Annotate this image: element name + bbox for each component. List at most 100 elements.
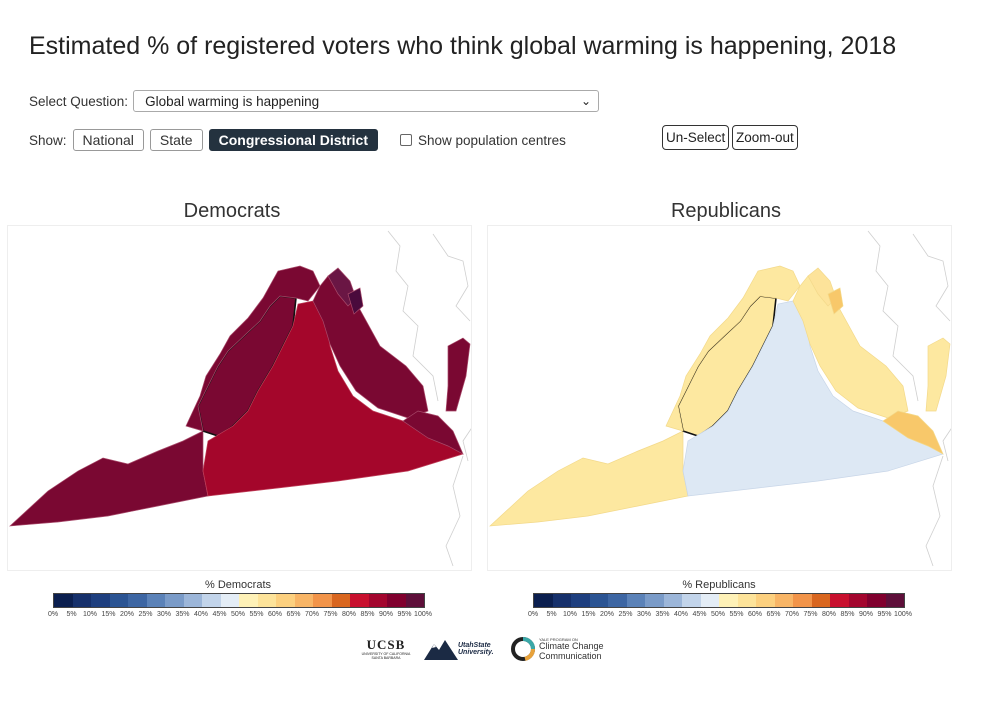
legend-tick-label: 20% [599, 611, 615, 618]
legend-swatch [589, 594, 608, 607]
legend-tick-label: 10% [562, 611, 578, 618]
legend-tick-label: 75% [803, 611, 818, 618]
question-select[interactable]: Global warming is happening ⌄ [133, 90, 600, 112]
legend-tick-label: 55% [249, 611, 264, 618]
legend-tick-label: 50% [710, 611, 726, 618]
legend-tick-label: 80% [341, 611, 357, 618]
legend-swatch [885, 594, 904, 607]
map-coastline-lines [867, 230, 951, 567]
legend-tick-label: 40% [193, 611, 209, 618]
legend-tick-label: 55% [729, 611, 744, 618]
democrats-map[interactable] [7, 225, 472, 571]
district-dc-area[interactable] [347, 287, 364, 315]
map-coastline-lines [387, 230, 471, 567]
unselect-button[interactable]: Un-Select [662, 125, 730, 150]
republicans-title: Republicans [670, 200, 782, 222]
legend-swatch [54, 594, 73, 607]
legend-swatch [165, 594, 184, 607]
population-centres-checkbox[interactable] [399, 134, 412, 146]
legend-swatch [737, 594, 756, 607]
district-hampton[interactable] [882, 410, 944, 455]
legend-tick-label: 90% [858, 611, 874, 618]
legend-swatch [848, 594, 867, 607]
mountain-icon [424, 640, 458, 660]
district-eastern-shore[interactable] [925, 337, 951, 412]
republicans-legend-title: % Republicans [682, 579, 756, 591]
national-button[interactable]: National [72, 129, 144, 151]
legend-tick-label: 20% [119, 611, 135, 618]
legend-swatch [294, 594, 313, 607]
legend-swatch [313, 594, 332, 607]
legend-swatch [350, 594, 369, 607]
district-eastern-shore[interactable] [445, 337, 471, 412]
legend-tick-label: 100% [894, 611, 912, 618]
legend-tick-label: 5% [66, 611, 77, 618]
legend-tick-label: 80% [821, 611, 837, 618]
legend-swatch [719, 594, 738, 607]
legend-tick-label: 45% [212, 611, 227, 618]
democrats-legend-title: % Democrats [204, 579, 272, 591]
legend-swatch [220, 594, 239, 607]
ring-icon [511, 637, 535, 661]
legend-swatch [202, 594, 221, 607]
democrats-title: Democrats [183, 200, 281, 222]
legend-tick-label: 65% [286, 611, 301, 618]
legend-tick-label: 10% [82, 611, 98, 618]
legend-tick-label: 15% [581, 611, 596, 618]
legend-tick-label: 100% [414, 611, 432, 618]
legend-tick-label: 5% [546, 611, 557, 618]
legend-tick-label: 15% [101, 611, 116, 618]
legend-swatch [793, 594, 812, 607]
legend-swatch [128, 594, 147, 607]
legend-swatch [405, 594, 424, 607]
yale-logo: YALE PROGRAM ON Climate Change Communica… [510, 636, 609, 662]
show-label: Show: [29, 132, 67, 148]
congressional-district-button[interactable]: Congressional District [208, 129, 378, 151]
legend-swatch [276, 594, 295, 607]
show-row: Show: National State Congressional Distr… [29, 129, 566, 151]
district-sw[interactable] [9, 430, 209, 527]
legend-swatch [663, 594, 682, 607]
district-dc-area[interactable] [827, 287, 844, 315]
legend-swatch [239, 594, 258, 607]
legend-tick-label: 85% [360, 611, 375, 618]
legend-swatch [552, 594, 571, 607]
usu-logo: UtahState University. [424, 636, 502, 662]
state-button[interactable]: State [149, 129, 203, 151]
district-sw[interactable] [489, 430, 689, 527]
legend-swatch [91, 594, 110, 607]
legend-tick-label: 35% [655, 611, 670, 618]
legend-swatch [700, 594, 719, 607]
legend-tick-label: 0% [527, 611, 539, 618]
ucsb-logo: UCSB UNIVERSITY OF CALIFORNIA SANTA BARB… [361, 637, 411, 660]
legend-tick-label: 0% [47, 611, 59, 618]
republicans-legend [533, 593, 905, 608]
legend-tick-label: 35% [175, 611, 190, 618]
legend-swatch [645, 594, 664, 607]
legend-swatch [331, 594, 350, 607]
legend-tick-label: 30% [636, 611, 652, 618]
partner-logos: UCSB UNIVERSITY OF CALIFORNIA SANTA BARB… [356, 636, 609, 662]
legend-tick-label: 45% [692, 611, 707, 618]
legend-swatch [146, 594, 165, 607]
legend-tick-label: 95% [877, 611, 892, 618]
zoomout-button[interactable]: Zoom-out [732, 125, 798, 150]
legend-tick-label: 70% [784, 611, 800, 618]
legend-swatch [608, 594, 627, 607]
page-title: Estimated % of registered voters who thi… [29, 32, 897, 60]
legend-swatch [682, 594, 701, 607]
legend-swatch [830, 594, 849, 607]
legend-swatch [774, 594, 793, 607]
legend-tick-label: 85% [840, 611, 855, 618]
legend-tick-label: 50% [230, 611, 246, 618]
legend-swatch [257, 594, 276, 607]
chevron-down-icon: ⌄ [581, 94, 592, 108]
legend-tick-label: 40% [673, 611, 689, 618]
district-hampton[interactable] [402, 410, 464, 455]
legend-swatch [72, 594, 91, 607]
legend-tick-label: 25% [618, 611, 633, 618]
question-row: Select Question: Global warming is happe… [29, 90, 600, 112]
legend-swatch [756, 594, 775, 607]
republicans-map[interactable] [487, 225, 952, 571]
legend-tick-label: 65% [766, 611, 781, 618]
